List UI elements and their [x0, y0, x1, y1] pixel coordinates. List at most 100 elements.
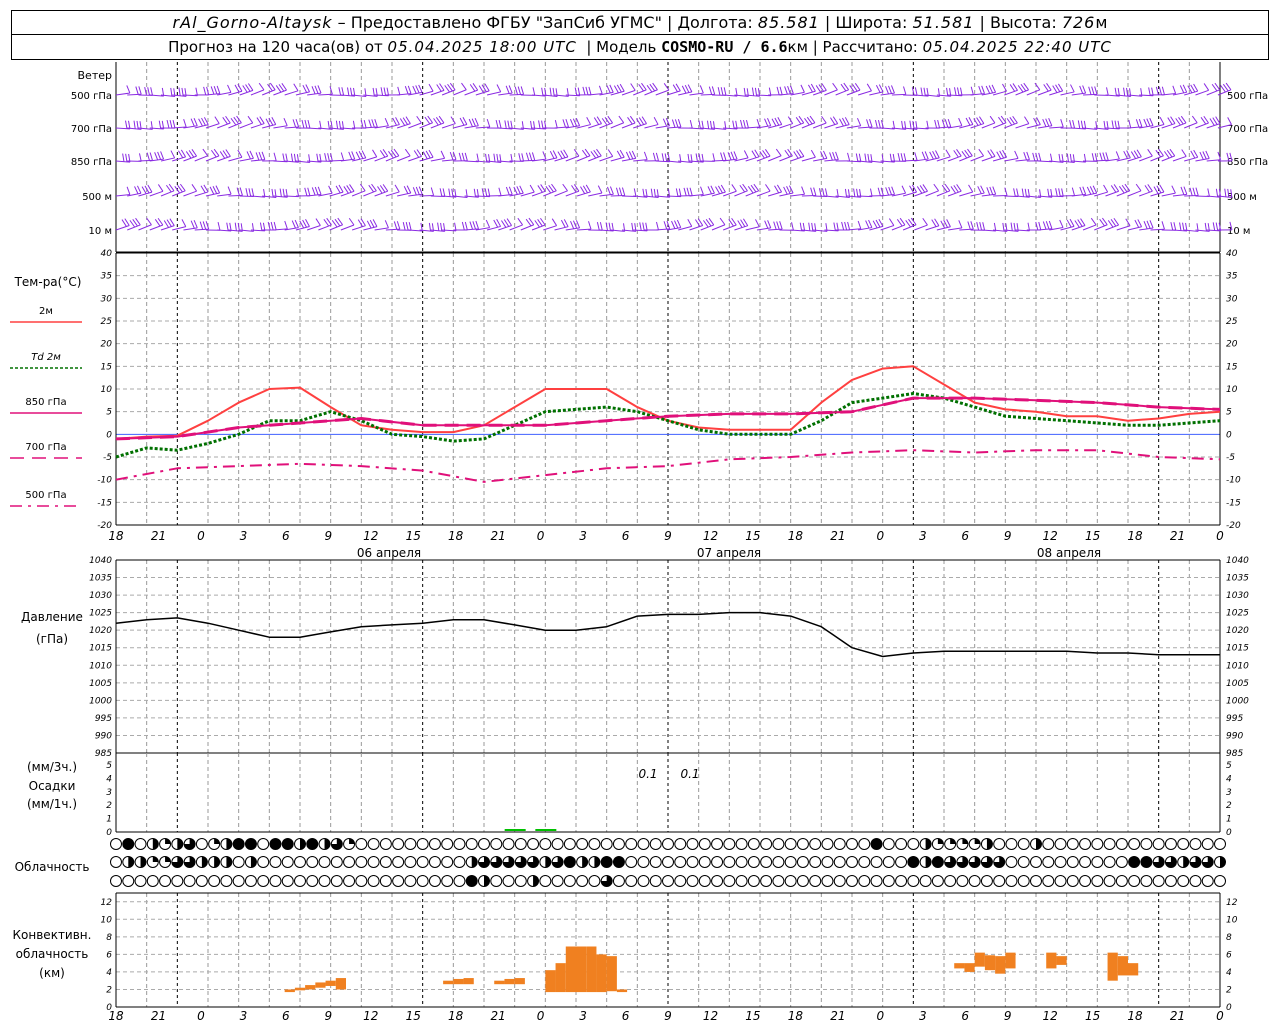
wind-barb	[576, 221, 592, 231]
wind-barb-shaft	[745, 226, 760, 231]
wind-barb-shaft	[340, 190, 355, 197]
wind-barb-feather	[368, 184, 374, 193]
pressure-unit: (гПа)	[36, 632, 68, 646]
cloud-cover-symbol	[1189, 838, 1202, 850]
wind-barb-feather	[1113, 217, 1120, 226]
wind-barb-feather	[275, 85, 282, 93]
wind-barb-shaft	[1004, 122, 1018, 129]
cloud-cover-symbol	[735, 875, 748, 887]
wind-barb-shaft	[858, 227, 873, 231]
wind-barb	[1139, 117, 1154, 129]
wind-barb-feather	[314, 85, 319, 94]
cloud-cover-symbol	[453, 838, 466, 850]
wind-barb	[846, 83, 861, 96]
wind-barb	[666, 188, 682, 198]
wind-barb-shaft	[723, 94, 738, 97]
cloud-cover-symbol	[441, 875, 454, 887]
wind-barb-feather	[540, 217, 546, 226]
wind-barb-feather	[666, 220, 671, 229]
x-day-label: 06 апреля	[357, 546, 421, 560]
wind-barb-feather	[393, 148, 400, 157]
wind-barb	[1139, 220, 1154, 231]
wind-barb	[1038, 153, 1053, 163]
wind-barb-feather	[596, 148, 602, 157]
wind-barb-feather	[835, 151, 839, 160]
wind-barb-shaft	[858, 160, 873, 163]
conv-cloud-bar	[1046, 952, 1057, 969]
wind-barb-shaft	[903, 127, 918, 130]
wind-barb-feather	[302, 84, 308, 93]
conv-ytick-right: 10	[1226, 915, 1238, 925]
wind-barb-shaft	[172, 156, 186, 162]
wind-barb	[1217, 152, 1233, 162]
wind-barb-feather	[517, 217, 524, 226]
wind-barb	[340, 217, 355, 231]
cloud-cover-symbol	[1054, 838, 1067, 850]
wind-barb-feather	[720, 152, 724, 161]
wind-barb-shaft	[363, 190, 377, 197]
wind-barb-feather	[1187, 85, 1193, 94]
wind-barb-feather	[1209, 118, 1215, 126]
wind-barb-feather	[787, 85, 791, 95]
wind-barb-feather	[324, 153, 327, 162]
wind-barb-shaft	[1049, 160, 1064, 163]
wind-barb-feather	[285, 153, 288, 162]
wind-barb-shaft	[1184, 156, 1198, 162]
wind-barb	[262, 117, 277, 129]
wind-barb-feather	[941, 184, 948, 193]
wind-barb-shaft	[812, 122, 827, 129]
wind-barb-shaft	[453, 124, 468, 129]
cloud-cover-symbol	[208, 875, 221, 887]
wind-barb-feather	[981, 85, 985, 94]
wind-barb-feather	[388, 151, 394, 159]
wind-barb-feather	[279, 188, 282, 197]
wind-barb-feather	[399, 118, 406, 126]
wind-barb-shaft	[217, 122, 231, 129]
wind-barb-feather	[953, 87, 957, 96]
wind-barb-feather	[315, 218, 321, 226]
cloud-cover-symbol	[821, 856, 834, 868]
wind-barb-shaft	[217, 91, 232, 96]
cloud-cover-symbol	[1005, 838, 1018, 850]
cloud-cover-symbol	[355, 875, 368, 887]
wind-barb	[172, 149, 187, 162]
wind-barb-feather	[810, 187, 814, 196]
wind-barb-feather	[1038, 221, 1042, 231]
cloud-cover-fill	[324, 838, 331, 850]
wind-barb-feather	[317, 85, 322, 94]
x-hour-label: 0	[197, 529, 205, 543]
conv-cloud-bar	[596, 954, 607, 993]
wind-barb-feather	[580, 186, 586, 194]
wind-barb-shaft	[149, 190, 164, 197]
wind-barb-feather	[889, 153, 893, 162]
wind-barb-feather	[493, 219, 499, 228]
temp-ytick-left: 0	[106, 430, 112, 440]
wind-barb-shaft	[1150, 228, 1165, 231]
conv-cloud-bar	[443, 980, 454, 985]
wind-barb	[1172, 186, 1188, 197]
wind-barb	[250, 151, 266, 162]
precip-ytick-right: 2	[1226, 801, 1232, 811]
wind-barb-shaft	[138, 191, 153, 197]
wind-barb-feather	[728, 219, 734, 227]
wind-barb	[205, 85, 221, 96]
wind-barb-feather	[1193, 149, 1199, 158]
wind-barb-feather	[174, 186, 181, 194]
wind-barb-feather	[921, 151, 926, 160]
wind-barb-feather	[571, 185, 577, 193]
cloud-cover-symbol	[809, 875, 822, 887]
wind-barb-feather	[844, 188, 848, 198]
wind-barb-shaft	[273, 125, 288, 129]
cloud-cover-symbol	[183, 875, 196, 887]
temp-legend-label: 700 гПа	[25, 442, 66, 453]
cloud-cover-symbol	[343, 875, 356, 887]
cloud-cover-symbol	[784, 875, 797, 887]
wind-barb-shaft	[666, 160, 681, 163]
wind-barb	[307, 85, 322, 96]
wind-barb-feather	[582, 185, 588, 194]
wind-barb-shaft	[228, 122, 242, 129]
x-hour-label: 6	[282, 529, 290, 543]
wind-barb-shaft	[1172, 91, 1187, 96]
wind-barb-shaft	[408, 91, 423, 96]
wind-barb-shaft	[408, 155, 422, 162]
